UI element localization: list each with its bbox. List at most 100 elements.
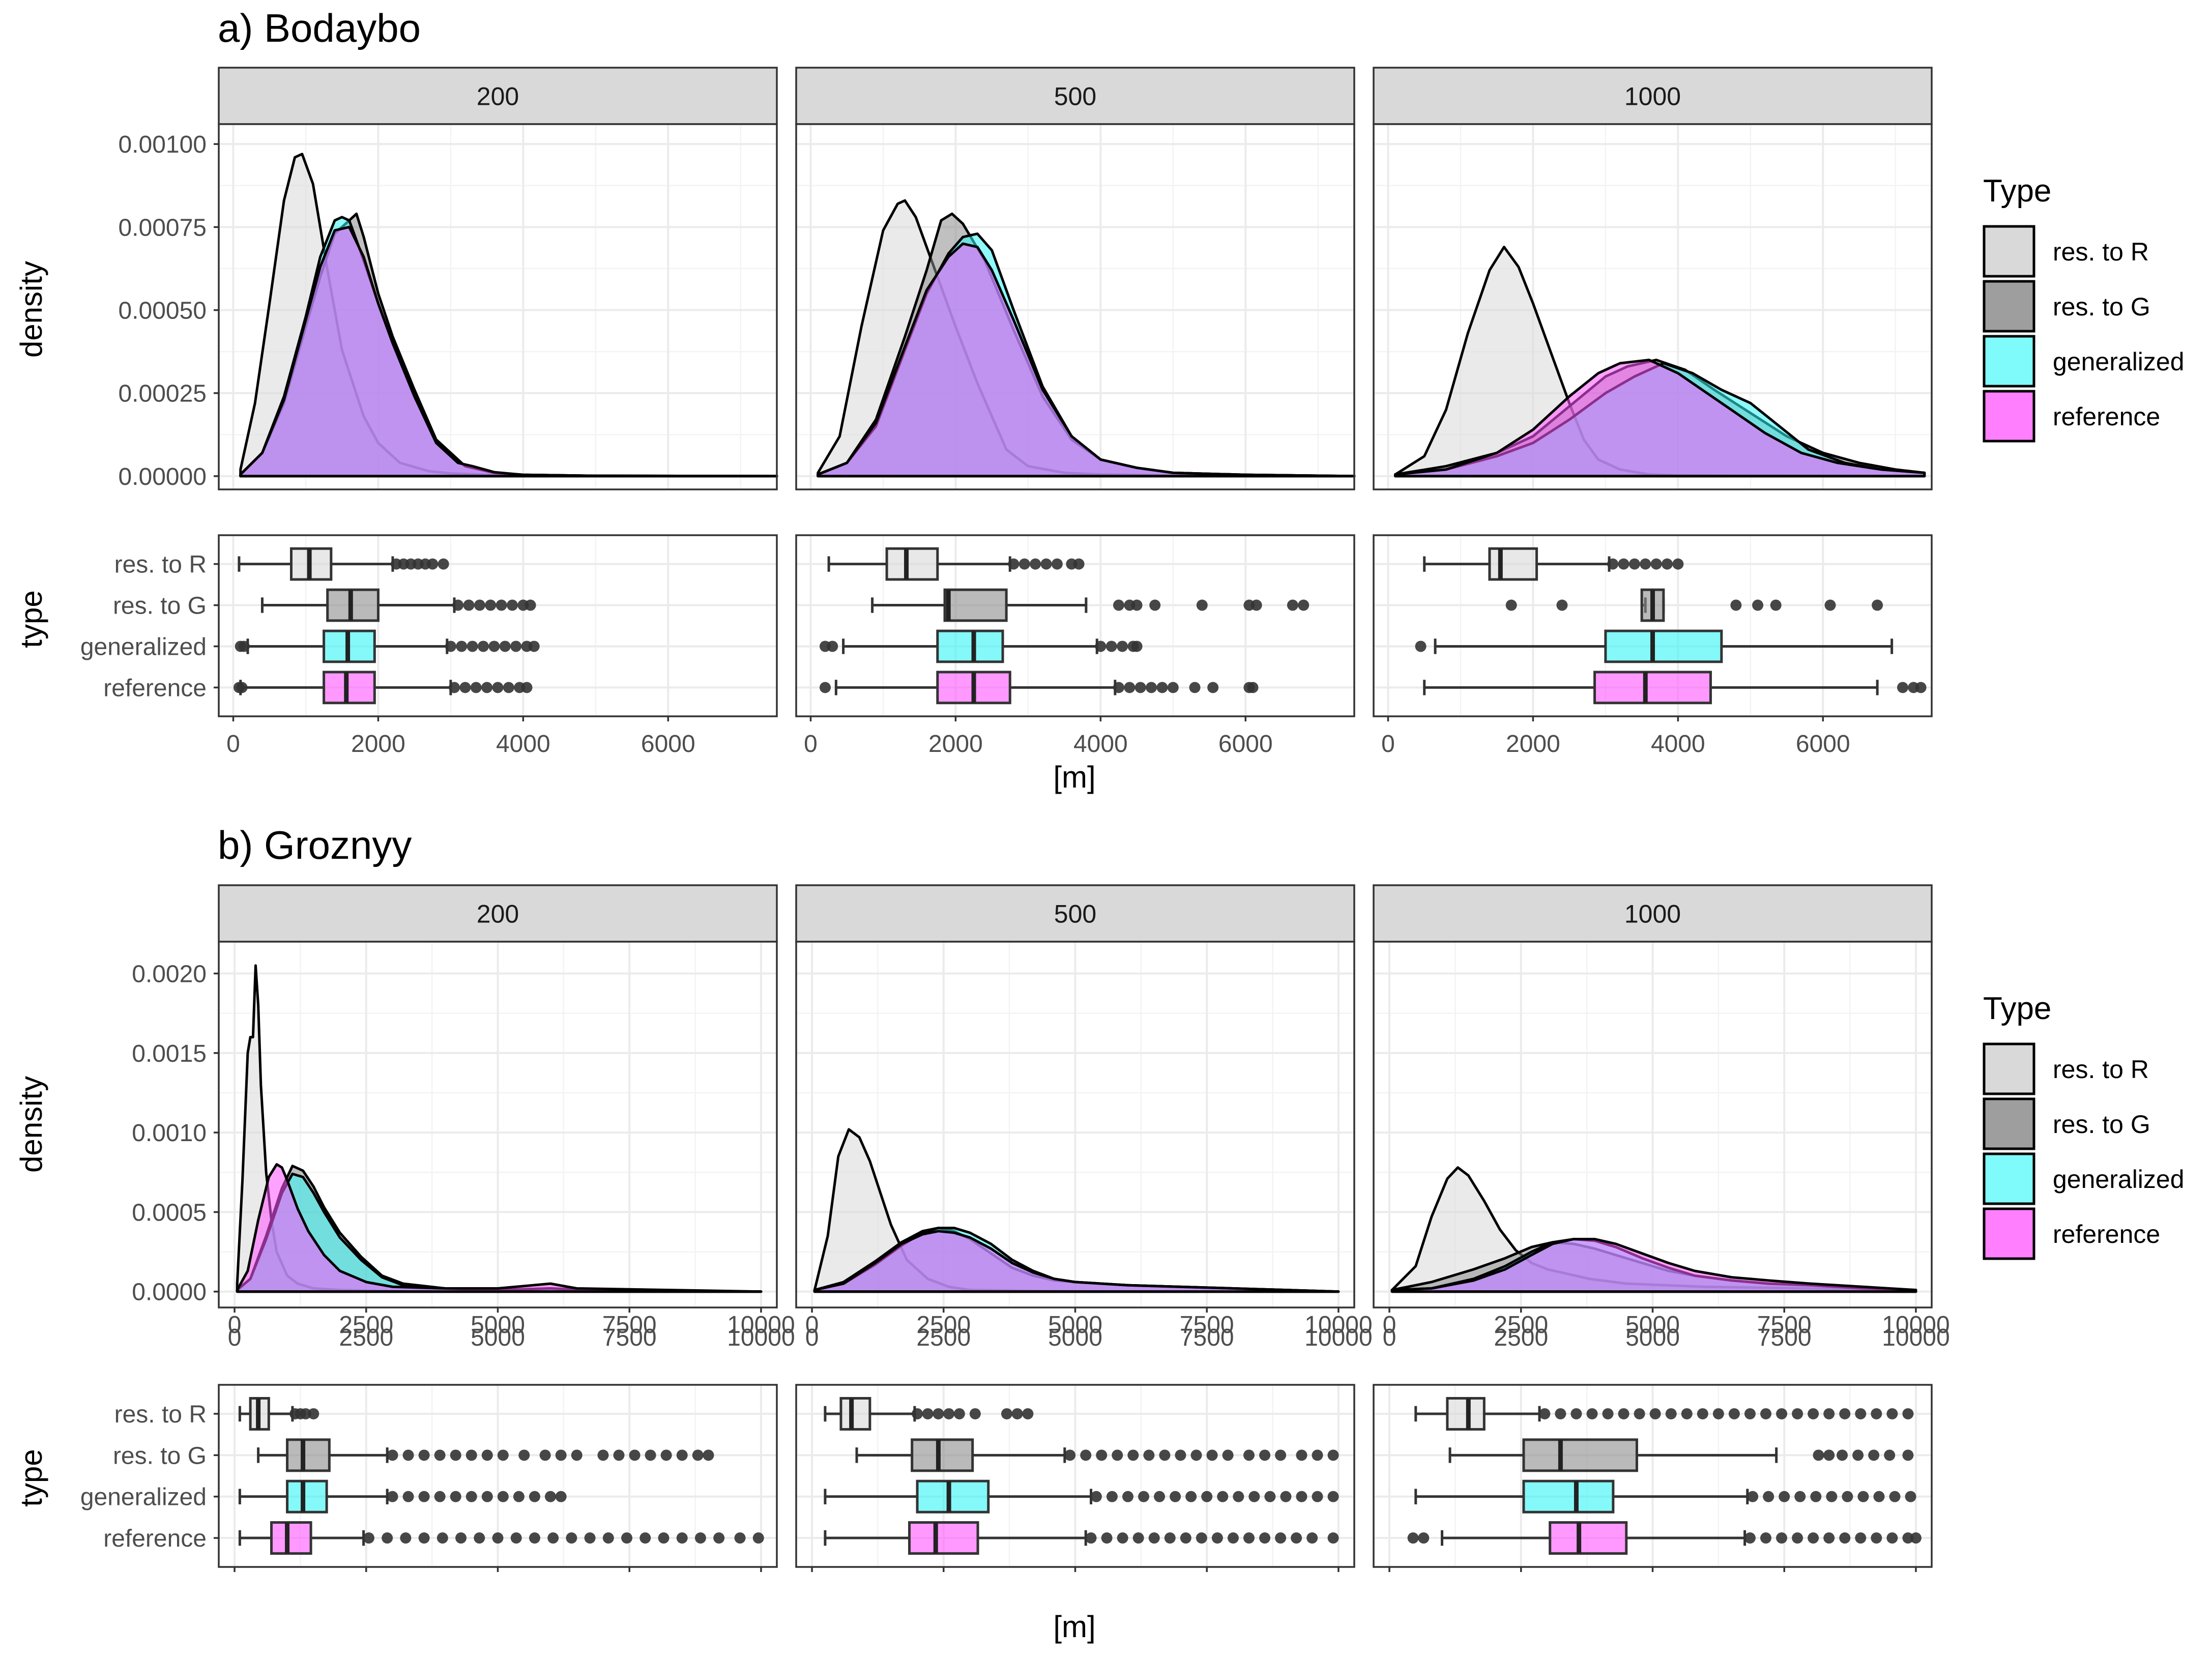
- x-tick-label: 7500: [1757, 1312, 1812, 1339]
- x-tick-label: 2500: [339, 1312, 393, 1339]
- outlier-point: [1105, 641, 1117, 652]
- outlier-point: [1148, 1532, 1160, 1544]
- outlier-point: [1776, 1532, 1788, 1544]
- boxplot-res-to-R: [238, 547, 449, 581]
- outlier-point: [418, 1449, 430, 1461]
- outlier-point: [1117, 641, 1128, 652]
- outlier-point: [436, 1532, 448, 1544]
- box-iqr: [908, 1521, 979, 1555]
- box-iqr: [1522, 1479, 1615, 1514]
- outlier-point: [1259, 1449, 1271, 1461]
- outlier-point: [1247, 682, 1259, 693]
- facet-strip: [795, 884, 1355, 943]
- outlier-point: [1650, 558, 1662, 570]
- outlier-point: [1855, 1532, 1867, 1544]
- outlier-point: [1227, 1532, 1239, 1544]
- outlier-point: [1185, 1491, 1197, 1502]
- outlier-point: [434, 1491, 446, 1502]
- y-axis-label-density-a: density: [14, 261, 48, 358]
- legend-key-res-to-G: [1983, 280, 2035, 333]
- outlier-point: [1712, 1408, 1724, 1419]
- outlier-point: [1018, 558, 1030, 570]
- outlier-point: [1415, 641, 1427, 652]
- outlier-point: [1407, 1532, 1419, 1544]
- outlier-point: [1113, 682, 1124, 693]
- boxplot-generalized: [824, 1479, 1339, 1514]
- outlier-point: [492, 1532, 504, 1544]
- outlier-point: [1852, 1449, 1864, 1461]
- boxplot-res-to-G: [260, 588, 536, 622]
- outlier-point: [1857, 1491, 1869, 1502]
- outlier-point: [510, 1532, 522, 1544]
- outlier-point: [1628, 558, 1640, 570]
- panel-a-200: 200 0.00000 0.00025 0.00050 0.00075 0.00100 re…: [80, 67, 778, 758]
- boxplot-generalized: [238, 1479, 567, 1514]
- box-iqr: [916, 1479, 990, 1514]
- x-tick-label: 7500: [1180, 1312, 1234, 1339]
- outlier-point: [1873, 1491, 1885, 1502]
- outlier-point: [481, 1449, 493, 1461]
- outlier-point: [525, 599, 536, 611]
- outlier-point: [513, 1491, 525, 1502]
- outlier-point: [450, 1449, 461, 1461]
- outlier-point: [1886, 1532, 1898, 1544]
- outlier-point: [467, 641, 478, 652]
- box-iqr: [1593, 671, 1712, 705]
- outlier-point: [1138, 1491, 1150, 1502]
- outlier-point: [387, 1491, 398, 1502]
- outlier-point: [1681, 1408, 1693, 1419]
- outlier-point: [1905, 1491, 1916, 1502]
- outlier-point: [1586, 1408, 1598, 1419]
- category-label: reference: [103, 1525, 207, 1552]
- outlier-point: [713, 1532, 725, 1544]
- outlier-point: [1728, 1408, 1740, 1419]
- y-tick-label: 0.0000: [132, 1279, 207, 1306]
- outlier-point: [1634, 1408, 1645, 1419]
- outlier-point: [1839, 1532, 1851, 1544]
- outlier-point: [694, 1532, 706, 1544]
- outlier-point: [1131, 641, 1143, 652]
- x-tick-label: 6000: [1218, 731, 1273, 758]
- outlier-point: [1640, 558, 1651, 570]
- outlier-point: [1113, 599, 1124, 611]
- outlier-point: [639, 1532, 651, 1544]
- outlier-point: [1243, 1532, 1255, 1544]
- outlier-point: [1902, 1408, 1914, 1419]
- x-tick-label: 0: [805, 1312, 819, 1339]
- y-tick-label: 0.00075: [118, 214, 207, 241]
- legend-label-res-to-R: res. to R: [2053, 1055, 2149, 1084]
- x-tick-label: 5000: [471, 1312, 525, 1339]
- outlier-point: [418, 1532, 430, 1544]
- outlier-point: [1823, 1449, 1835, 1461]
- density-curve-reference: [813, 1230, 1340, 1293]
- legend-key-reference: [1983, 390, 2035, 443]
- x-tick-label: 6000: [1796, 731, 1850, 758]
- outlier-point: [692, 1449, 704, 1461]
- category-label: res. to R: [114, 551, 207, 578]
- facet-label: 500: [1054, 900, 1096, 928]
- outlier-point: [1217, 1491, 1229, 1502]
- box-iqr: [286, 1438, 331, 1472]
- outlier-point: [953, 1408, 965, 1419]
- legend-label-generalized: generalized: [2053, 1165, 2185, 1194]
- outlier-point: [1794, 1491, 1806, 1502]
- outlier-point: [1117, 1532, 1128, 1544]
- outlier-point: [1090, 1491, 1102, 1502]
- boxplot-res-to-G: [257, 1438, 714, 1472]
- x-tick-label: 4000: [496, 731, 550, 758]
- x-tick-label: 6000: [641, 731, 695, 758]
- x-tick-label: 2000: [1506, 731, 1560, 758]
- boxplot-res-to-R: [1414, 1397, 1914, 1431]
- legend-label-res-to-R: res. to R: [2053, 238, 2149, 266]
- outlier-point: [1167, 682, 1179, 693]
- box-iqr: [1604, 629, 1723, 663]
- outlier-point: [1134, 682, 1146, 693]
- x-tick-label: 10000: [1882, 1324, 1949, 1351]
- outlier-point: [1222, 1449, 1234, 1461]
- outlier-point: [1661, 558, 1673, 570]
- category-label: generalized: [80, 1484, 207, 1511]
- x-tick-label: 10000: [1304, 1312, 1372, 1339]
- x-tick-label: 2500: [1494, 1312, 1548, 1339]
- density-panel-border: [218, 123, 778, 490]
